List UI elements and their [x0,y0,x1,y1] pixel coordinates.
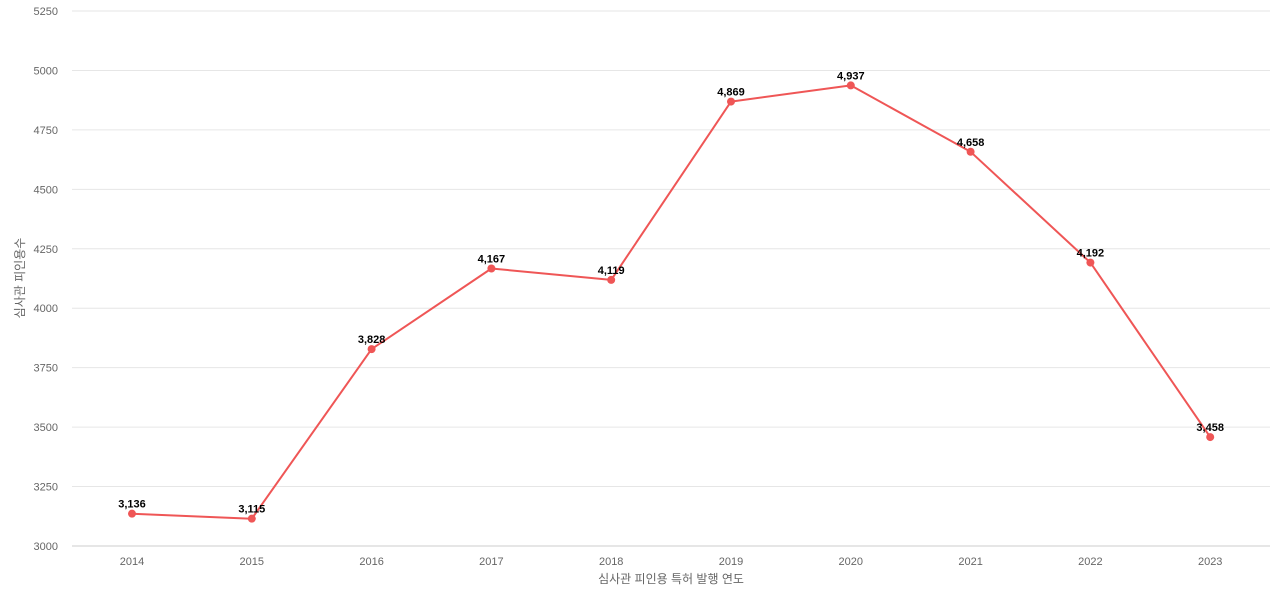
data-label: 4,192 [1077,248,1105,260]
data-point [1206,433,1215,442]
grid-lines [72,10,1270,547]
y-tick-label: 4000 [34,303,58,315]
data-point [128,509,136,518]
x-tick-label: 2018 [599,556,623,568]
data-point [727,97,735,106]
data-label: 3,115 [238,504,265,516]
y-tick-label: 5250 [34,6,58,18]
data-label: 3,828 [358,334,386,346]
x-tick-label: 2014 [120,556,144,568]
x-tick-label: 2016 [359,556,383,568]
data-labels: 3,136 3,115 3,828 4,167 4,119 4,869 4,937 4,658… [118,70,1224,515]
y-tick-label: 5000 [34,65,58,77]
x-tick-label: 2023 [1198,556,1222,568]
x-tick-label: 2020 [839,556,863,568]
y-axis-title: 심사관 피인용수 [13,238,27,319]
data-point [966,147,975,156]
data-label: 4,937 [837,70,865,82]
data-label: 4,658 [957,137,985,149]
x-tick-label: 2017 [479,556,503,568]
data-point [846,81,855,90]
y-tick-label: 3500 [34,422,58,434]
x-axis-ticks: 2014 2015 2016 2017 2018 2019 2020 2021 2022 2023 [120,556,1223,568]
data-label: 3,458 [1196,422,1224,434]
data-label: 4,119 [598,265,625,277]
series-line-group [128,81,1215,523]
data-point [487,264,496,273]
y-axis-ticks: 3000 3250 3500 3750 4000 4250 4500 4750 5000 5250 [34,6,58,553]
y-tick-label: 3750 [34,363,58,375]
data-label: 3,136 [118,499,146,511]
data-point [607,275,616,284]
data-point [1086,258,1095,267]
data-point [367,345,376,354]
x-axis-title: 심사관 피인용 특허 발행 연도 [598,571,744,586]
y-tick-label: 3250 [34,482,58,494]
data-point [247,514,256,523]
x-tick-label: 2021 [958,556,982,568]
series-line [131,84,1212,520]
data-label: 4,869 [717,87,745,99]
y-tick-label: 4250 [34,244,58,256]
x-tick-label: 2019 [719,556,743,568]
data-label: 4,167 [478,254,506,266]
x-tick-label: 2022 [1078,556,1102,568]
x-tick-label: 2015 [240,556,264,568]
y-tick-label: 4500 [34,184,58,196]
y-tick-label: 4750 [34,125,58,137]
y-tick-label: 3000 [34,541,58,553]
